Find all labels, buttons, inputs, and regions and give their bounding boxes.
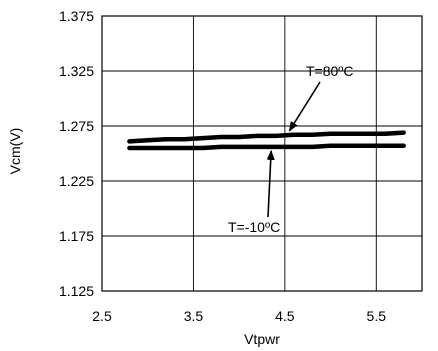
- plot-border: [101, 15, 423, 292]
- series-line-2: [127, 143, 406, 151]
- y-tick-label: 1.325: [59, 63, 94, 79]
- grid: [102, 16, 422, 291]
- series-line-1: [127, 130, 406, 144]
- x-tick-label: 5.5: [367, 308, 387, 324]
- x-tick-label: 3.5: [184, 308, 204, 324]
- annotation-arrow: [288, 81, 321, 132]
- y-tick-label: 1.125: [59, 283, 94, 299]
- annotation-label: T=80ºC: [306, 63, 354, 79]
- y-tick-labels: 1.375 1.325 1.275 1.225 1.175 1.125: [59, 8, 94, 299]
- series-layer: [127, 130, 406, 151]
- y-tick-label: 1.225: [59, 173, 94, 189]
- annotation-label: T=-10ºC: [228, 219, 280, 235]
- x-tick-labels: 2.5 3.5 4.5 5.5: [92, 308, 386, 324]
- y-tick-label: 1.275: [59, 118, 94, 134]
- y-tick-label: 1.375: [59, 8, 94, 24]
- x-axis-title: Vtpwr: [244, 331, 280, 347]
- y-axis-title: Vcm(V): [7, 128, 23, 175]
- x-tick-label: 4.5: [275, 308, 295, 324]
- annotation-arrow: [266, 149, 275, 218]
- plot-frame: [101, 15, 423, 292]
- y-tick-label: 1.175: [59, 228, 94, 244]
- x-tick-label: 2.5: [92, 308, 112, 324]
- annotations: T=80ºC T=-10ºC: [228, 63, 354, 235]
